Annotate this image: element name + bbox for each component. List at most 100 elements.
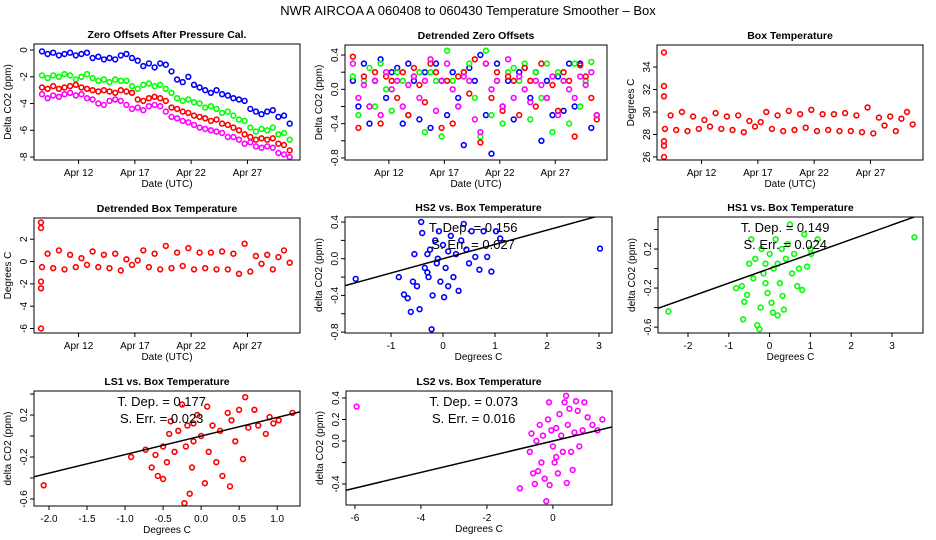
data-point (556, 410, 563, 418)
data-point (536, 421, 543, 429)
data-point (493, 77, 501, 85)
data-point (286, 120, 293, 127)
y-axis-label: Delta CO2 (ppm) (314, 65, 325, 141)
data-point (55, 85, 63, 93)
data-point (61, 50, 68, 58)
data-point (117, 52, 125, 59)
regression-line (345, 217, 598, 287)
data-point (527, 116, 534, 123)
data-point (779, 292, 786, 300)
data-point (549, 129, 556, 136)
data-point (443, 111, 451, 119)
data-point (44, 50, 51, 58)
data-point (78, 255, 85, 262)
data-point (371, 68, 379, 76)
data-point (258, 125, 265, 133)
data-point (145, 80, 153, 87)
data-point (151, 250, 158, 257)
data-point (38, 90, 46, 98)
data-point (49, 92, 57, 99)
data-point (504, 56, 512, 63)
data-point (684, 127, 691, 135)
data-point (213, 266, 220, 273)
data-points (37, 219, 293, 332)
data-point (864, 104, 871, 111)
data-point (434, 255, 441, 262)
data-point (78, 50, 85, 58)
data-point (134, 85, 141, 93)
x-tick-label: Apr 12 (687, 168, 717, 179)
x-tick-label: 0.0 (194, 514, 208, 525)
data-point (576, 73, 584, 80)
data-point (492, 228, 500, 235)
data-point (743, 291, 751, 299)
y-tick-label: 0.4 (330, 215, 341, 229)
data-point (78, 73, 85, 81)
data-point (168, 89, 175, 97)
data-point (762, 280, 769, 287)
data-point (533, 437, 540, 445)
x-tick-label: Apr 22 (176, 341, 206, 352)
x-tick-label: Apr 27 (856, 168, 886, 179)
x-tick-label: Apr 12 (374, 168, 404, 179)
data-point (224, 108, 232, 115)
data-point (432, 77, 440, 85)
y-tick-label: -6 (19, 324, 30, 333)
data-point (394, 77, 401, 85)
data-point (95, 263, 102, 271)
panel-6: HS1 vs. Box Temperature T. Dep. = 0.149 S.… (627, 202, 924, 363)
data-point (772, 236, 779, 243)
data-point (196, 84, 203, 91)
data-point (541, 475, 548, 482)
data-point (695, 125, 702, 133)
data-point (510, 116, 517, 123)
data-point (377, 120, 384, 127)
data-point (55, 52, 63, 59)
data-point (151, 82, 158, 90)
data-point (712, 109, 719, 117)
data-point (405, 81, 412, 89)
y-tick-label: 2 (19, 236, 30, 242)
data-point (38, 72, 46, 79)
data-points (353, 392, 606, 505)
y-axis-label: delta CO2 (ppm) (627, 238, 638, 312)
data-point (72, 263, 80, 271)
data-point (579, 427, 586, 434)
data-point (247, 124, 254, 131)
x-tick-label: Apr 22 (176, 168, 206, 179)
data-point (106, 88, 113, 95)
panel-3: Box Temperature Apr 12 Apr 17 Apr 22 Apr 27 D… (626, 30, 924, 190)
data-point (740, 129, 747, 136)
data-point (521, 64, 528, 72)
data-point (262, 430, 269, 438)
data-point (185, 73, 192, 81)
data-point (360, 73, 368, 80)
data-point (898, 115, 905, 122)
data-point (166, 430, 173, 438)
data-point (89, 74, 96, 82)
data-point (443, 47, 451, 54)
data-point (207, 249, 215, 256)
data-point (95, 88, 102, 95)
data-point (778, 245, 785, 253)
data-point (123, 256, 130, 263)
data-point (484, 253, 491, 261)
x-tick-label: -0.5 (154, 514, 172, 525)
data-point (204, 403, 211, 410)
data-point (660, 138, 668, 145)
data-point (493, 60, 501, 67)
data-point (252, 143, 260, 150)
data-point (571, 94, 578, 102)
data-point (366, 103, 373, 110)
data-point (72, 52, 80, 59)
data-point (117, 267, 125, 274)
data-point (493, 68, 501, 76)
data-point (482, 60, 490, 67)
data-point (162, 61, 170, 68)
data-point (286, 259, 293, 266)
fit-annotation: T. Dep. = 0.156 (429, 220, 518, 235)
data-point (814, 236, 821, 243)
data-point (182, 443, 190, 450)
data-point (353, 403, 360, 410)
y-tick-label: -0.8 (330, 323, 341, 341)
